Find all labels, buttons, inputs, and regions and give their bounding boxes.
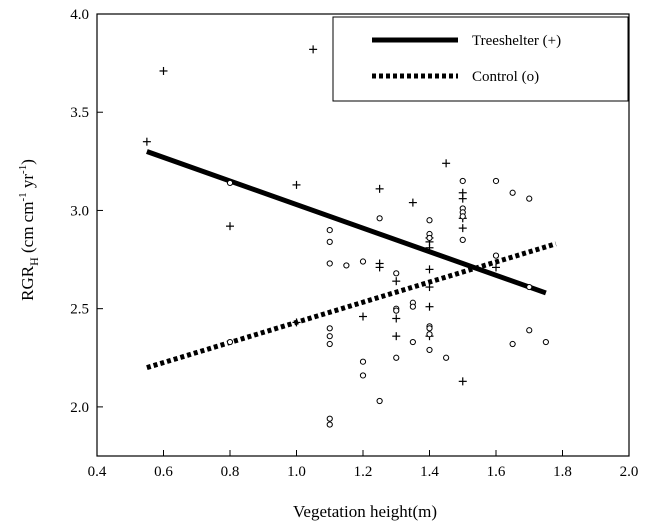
x-tick-label: 1.8 xyxy=(553,464,572,480)
point-treeshelter xyxy=(442,159,451,168)
point-control xyxy=(426,331,433,338)
point-treeshelter xyxy=(159,66,168,75)
point-treeshelter xyxy=(392,314,401,323)
x-tick-label: 1.2 xyxy=(354,464,373,480)
legend-label-control: Control (o) xyxy=(472,69,539,85)
point-control xyxy=(376,215,383,222)
point-control xyxy=(326,226,333,234)
point-control xyxy=(492,177,500,185)
regression-line-control xyxy=(146,241,557,370)
legend: Treeshelter (+) Control (o) xyxy=(332,16,629,102)
point-treeshelter xyxy=(458,377,467,386)
x-tick-label: 0.8 xyxy=(221,464,240,480)
point-control xyxy=(359,372,367,379)
y-axis-label-unit-mid: yr xyxy=(18,174,37,193)
point-control xyxy=(459,213,466,220)
point-control xyxy=(393,354,400,361)
point-control xyxy=(376,397,383,405)
point-control xyxy=(393,270,400,277)
point-control xyxy=(226,338,234,346)
point-control xyxy=(393,307,400,314)
y-tick-label: 3.0 xyxy=(70,203,89,219)
point-control xyxy=(326,333,333,340)
y-axis-label-sub: H xyxy=(27,257,41,266)
y-tick-label: 2.0 xyxy=(70,400,89,416)
point-treeshelter xyxy=(292,318,301,327)
x-tick-label: 1.6 xyxy=(487,464,506,480)
point-control xyxy=(509,340,516,348)
point-control xyxy=(542,338,549,346)
point-control xyxy=(326,238,333,245)
point-treeshelter xyxy=(425,265,434,274)
point-treeshelter xyxy=(392,332,401,341)
point-treeshelter xyxy=(392,277,401,286)
point-control xyxy=(409,338,416,346)
point-control xyxy=(426,234,433,242)
y-axis-label-exp2: -1 xyxy=(17,165,29,174)
point-treeshelter xyxy=(492,263,500,272)
y-tick-label: 3.5 xyxy=(70,105,89,121)
point-control xyxy=(359,258,367,265)
point-control xyxy=(509,189,516,196)
point-control xyxy=(443,354,450,361)
point-control xyxy=(326,421,333,428)
x-tick-label: 2.0 xyxy=(620,464,639,480)
point-control xyxy=(326,415,333,422)
y-axis-label: RGRH (cm cm-1 yr-1) xyxy=(17,159,41,301)
point-treeshelter xyxy=(226,222,234,231)
x-axis-label: Vegetation height(m) xyxy=(293,502,437,521)
point-treeshelter xyxy=(375,263,384,272)
point-control xyxy=(226,179,234,187)
x-tick-label: 0.6 xyxy=(154,464,173,480)
x-tick-label: 1.0 xyxy=(287,464,306,480)
point-control xyxy=(359,358,367,365)
point-control xyxy=(426,325,433,332)
point-treeshelter xyxy=(309,45,318,54)
point-control xyxy=(426,346,433,354)
point-control xyxy=(526,283,533,291)
point-treeshelter xyxy=(458,224,467,233)
x-tick-label: 1.4 xyxy=(420,464,439,480)
point-control xyxy=(326,340,333,348)
y-axis-label-exp1: -1 xyxy=(17,192,29,201)
point-treeshelter xyxy=(142,137,151,146)
legend-label-treeshelter: Treeshelter (+) xyxy=(472,33,561,49)
point-treeshelter xyxy=(458,194,467,203)
point-control xyxy=(326,325,333,332)
y-axis-label-unit-close: ) xyxy=(18,159,37,165)
regression-line-treeshelter xyxy=(146,149,547,296)
point-treeshelter xyxy=(425,283,434,292)
data-points xyxy=(142,45,549,428)
point-control xyxy=(326,260,333,267)
legend-box xyxy=(332,16,629,102)
y-tick-label: 2.5 xyxy=(70,302,89,318)
y-tick-label: 4.0 xyxy=(70,7,89,23)
point-treeshelter xyxy=(292,180,301,189)
point-control xyxy=(526,327,533,334)
y-axis-label-main: RGR xyxy=(18,265,37,301)
point-treeshelter xyxy=(425,243,434,252)
x-tick-label: 0.4 xyxy=(88,464,107,480)
point-control xyxy=(409,303,416,310)
point-treeshelter xyxy=(408,198,417,207)
point-control xyxy=(459,236,466,244)
point-control xyxy=(526,195,533,202)
axes: 0.4 0.6 0.8 1.0 1.2 1.4 1.6 1.8 2.0 2.0 2.5 3.0 3.5 4… xyxy=(70,7,638,480)
y-axis-label-unit-open: (cm cm xyxy=(18,202,37,258)
point-control xyxy=(492,252,500,259)
regression-lines xyxy=(146,149,557,370)
point-treeshelter xyxy=(359,312,367,321)
point-control xyxy=(426,217,433,224)
point-treeshelter xyxy=(375,184,384,193)
point-treeshelter xyxy=(425,302,434,311)
point-control xyxy=(459,177,466,185)
point-control xyxy=(343,262,350,269)
